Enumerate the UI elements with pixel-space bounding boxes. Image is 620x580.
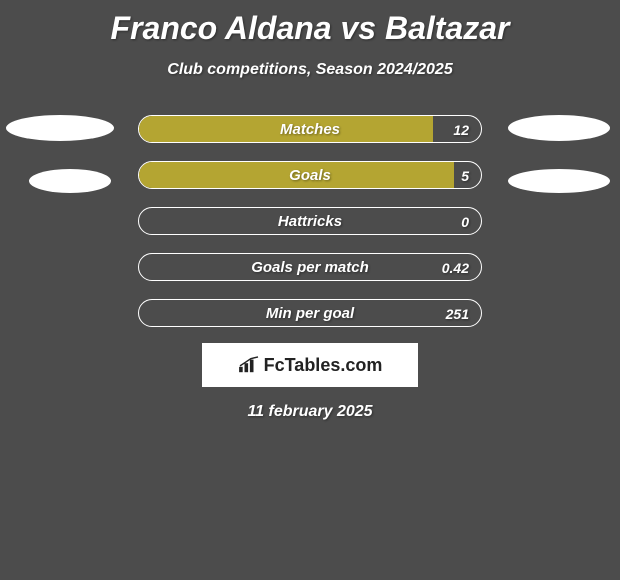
brand-text: FcTables.com bbox=[264, 355, 383, 376]
bar-label: Min per goal bbox=[139, 300, 481, 327]
player-left-head-1 bbox=[6, 115, 114, 141]
player-right-head-1 bbox=[508, 115, 610, 141]
bar-label: Hattricks bbox=[139, 208, 481, 235]
bar-value: 5 bbox=[461, 162, 469, 189]
bar-value: 0.42 bbox=[442, 254, 469, 281]
bar-matches: Matches 12 bbox=[138, 115, 482, 143]
bar-min-per-goal: Min per goal 251 bbox=[138, 299, 482, 327]
bar-hattricks: Hattricks 0 bbox=[138, 207, 482, 235]
bars-icon bbox=[238, 356, 260, 374]
player-right-head-2 bbox=[508, 169, 610, 193]
page-subtitle: Club competitions, Season 2024/2025 bbox=[0, 61, 620, 79]
bar-goals-per-match: Goals per match 0.42 bbox=[138, 253, 482, 281]
brand-badge: FcTables.com bbox=[202, 343, 418, 387]
bar-label: Matches bbox=[139, 116, 481, 143]
bar-label: Goals bbox=[139, 162, 481, 189]
stats-bars: Matches 12 Goals 5 Hattricks 0 Goals per… bbox=[138, 115, 482, 345]
page-title: Franco Aldana vs Baltazar bbox=[0, 0, 620, 47]
bar-value: 251 bbox=[446, 300, 469, 327]
bar-value: 0 bbox=[461, 208, 469, 235]
bar-label: Goals per match bbox=[139, 254, 481, 281]
player-left-head-2 bbox=[29, 169, 111, 193]
bar-goals: Goals 5 bbox=[138, 161, 482, 189]
bar-value: 12 bbox=[453, 116, 469, 143]
generated-date: 11 february 2025 bbox=[0, 403, 620, 421]
